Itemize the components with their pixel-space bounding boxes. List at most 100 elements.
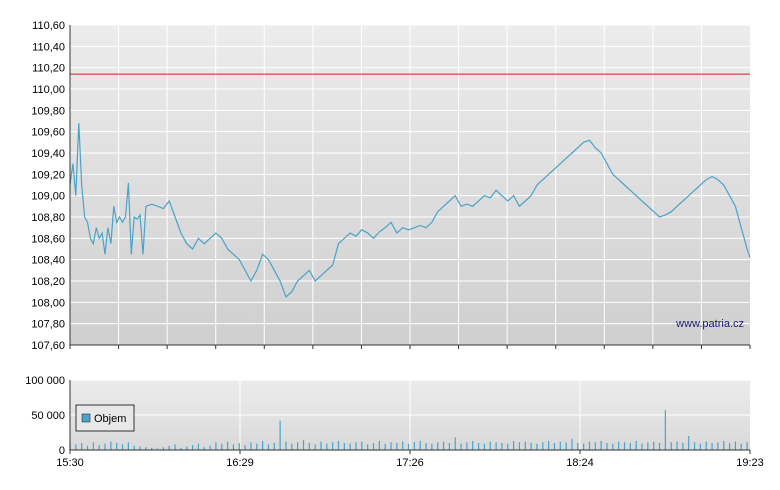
price-gridlines <box>70 24 750 346</box>
volume-bar <box>285 441 287 450</box>
volume-bar <box>571 438 573 450</box>
price-x-tick-marks <box>69 345 751 349</box>
volume-bar <box>565 442 567 450</box>
volume-bar <box>197 443 200 450</box>
volume-bar <box>454 437 456 450</box>
volume-y-tick-label: 50 000 <box>31 410 65 422</box>
volume-bar <box>145 447 147 450</box>
volume-bar <box>548 440 550 450</box>
volume-bar <box>244 445 246 450</box>
volume-bar <box>320 441 322 450</box>
volume-bar <box>168 445 170 450</box>
volume-bar <box>151 447 153 450</box>
volume-panel: 0 50 000 100 000 15:30 16:29 17:26 18:24 19:23… <box>25 375 764 469</box>
volume-bar <box>262 440 264 450</box>
x-tick-label: 18:24 <box>566 457 594 469</box>
volume-bar <box>676 441 678 450</box>
volume-bar <box>297 442 299 450</box>
volume-bar <box>437 442 439 450</box>
volume-bar <box>390 442 392 450</box>
volume-legend: Objem <box>75 404 135 432</box>
volume-bar <box>711 443 713 450</box>
price-series-line <box>69 123 751 299</box>
price-y-tick-label: 110,60 <box>32 20 65 32</box>
volume-bar <box>413 442 415 450</box>
volume-bar <box>367 444 369 450</box>
volume-bar <box>75 444 77 450</box>
price-y-tick-label: 108,20 <box>31 276 65 288</box>
volume-bar <box>267 444 270 450</box>
price-y-tick-label: 109,60 <box>31 127 65 139</box>
volume-bar <box>588 441 591 450</box>
legend-label: Objem <box>94 413 126 425</box>
price-y-tick-label: 107,60 <box>31 340 65 352</box>
volume-bar <box>291 443 293 450</box>
volume-bar <box>536 443 538 450</box>
volume-bar <box>728 443 731 450</box>
volume-bar <box>542 442 544 450</box>
volume-bar <box>209 445 211 450</box>
volume-bar <box>127 442 129 450</box>
volume-bar <box>337 440 340 450</box>
volume-bar <box>98 445 100 450</box>
volume-bar <box>600 440 602 450</box>
volume-bar <box>699 443 701 450</box>
volume-bar <box>343 443 345 450</box>
volume-bar <box>641 443 643 450</box>
volume-bar <box>705 441 707 450</box>
volume-bar <box>507 443 509 450</box>
volume-bar <box>606 443 608 450</box>
volume-bar <box>326 443 328 450</box>
price-y-tick-labels: 107,60 107,80 108,00 108,20 108,40 108,60 108,… <box>31 20 65 352</box>
volume-bar <box>273 443 275 450</box>
volume-bar <box>693 442 696 450</box>
volume-bar <box>442 441 445 450</box>
price-y-tick-label: 110,40 <box>32 41 65 53</box>
volume-bar <box>577 443 579 450</box>
volume-bar <box>658 443 661 450</box>
volume-bar <box>664 410 666 450</box>
volume-bar <box>583 443 585 450</box>
volume-bar <box>518 442 521 450</box>
volume-bar <box>501 443 503 450</box>
volume-y-tick-labels: 0 50 000 100 000 <box>25 375 65 457</box>
volume-bar <box>740 443 742 450</box>
volume-bar <box>256 443 258 450</box>
x-tick-label: 16:29 <box>226 457 254 469</box>
price-y-tick-label: 108,00 <box>31 297 65 309</box>
volume-bar <box>682 443 684 450</box>
volume-bar <box>384 443 386 450</box>
volume-bar <box>495 442 497 450</box>
volume-bar <box>221 443 223 450</box>
volume-bar <box>191 445 194 450</box>
volume-bar <box>431 443 433 450</box>
volume-bar <box>477 443 480 450</box>
volume-bar <box>734 441 737 450</box>
volume-bar <box>553 443 556 450</box>
volume-bar <box>407 443 410 450</box>
volume-bar <box>448 443 450 450</box>
price-y-tick-label: 109,00 <box>31 191 65 203</box>
volume-bar <box>372 443 375 450</box>
volume-bar <box>425 443 427 450</box>
volume-bar <box>314 444 316 450</box>
volume-bar <box>629 443 631 450</box>
price-y-tick-label: 110,00 <box>32 84 65 96</box>
volume-bar <box>746 442 748 450</box>
volume-bar <box>472 440 474 450</box>
volume-bar <box>612 443 614 450</box>
volume-bar <box>110 441 112 450</box>
volume-bar <box>139 446 141 450</box>
volume-bar <box>594 442 596 450</box>
watermark: www.patria.cz <box>675 318 744 330</box>
x-tick-labels: 15:30 16:29 17:26 18:24 19:23 <box>56 450 764 469</box>
volume-bar <box>133 445 135 450</box>
volume-bar <box>121 444 124 450</box>
volume-bar <box>483 443 486 450</box>
volume-bar <box>513 440 515 450</box>
volume-bar <box>466 442 468 450</box>
volume-bar <box>279 420 281 450</box>
volume-bar <box>86 445 89 450</box>
volume-bar <box>302 440 305 450</box>
